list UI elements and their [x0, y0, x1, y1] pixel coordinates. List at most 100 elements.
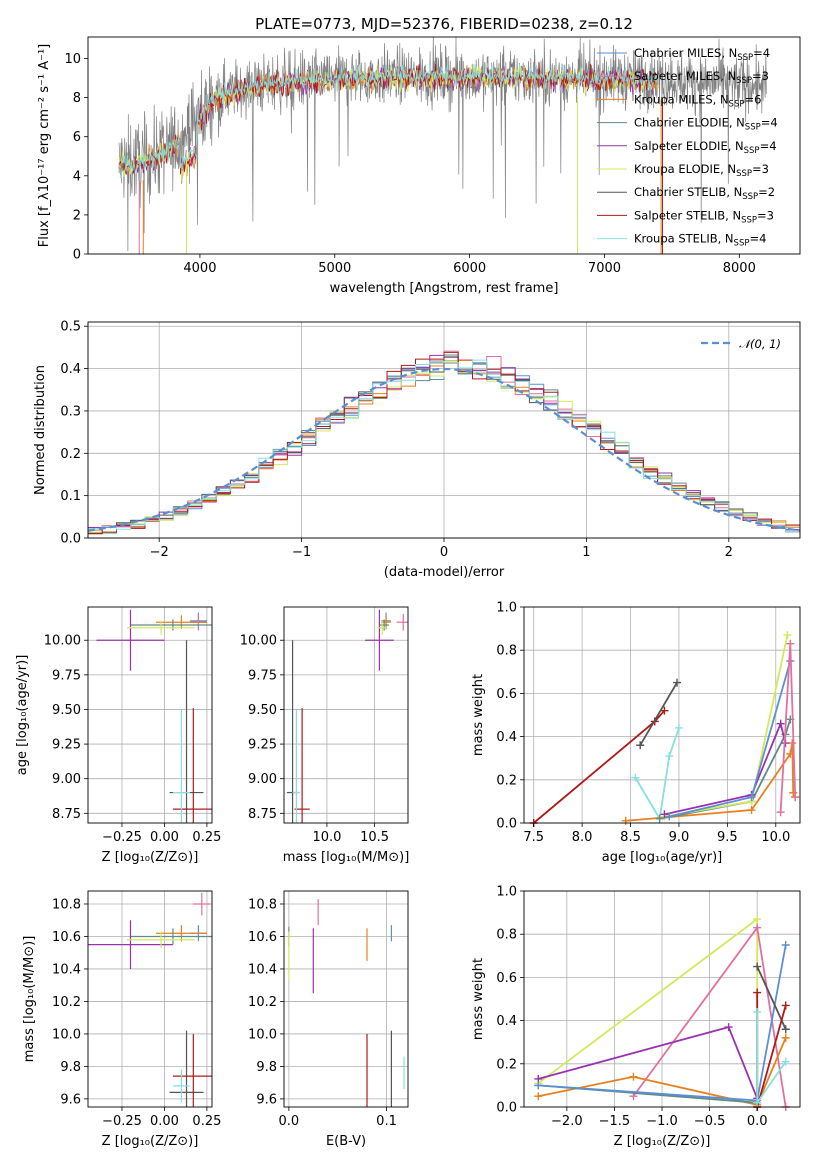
series-line	[538, 1037, 787, 1106]
spectrum-ytick-label: 0	[73, 248, 81, 263]
series-line	[634, 727, 680, 822]
age-vs-Z-xlabel: Z [log₁₀(Z/Z⊙)]	[102, 850, 199, 865]
mass-vs-ebv-ytick-label: 10.4	[248, 962, 277, 977]
spectrum-ytick-label: 2	[73, 208, 81, 223]
series-line	[756, 966, 787, 1030]
series-marker	[776, 808, 785, 817]
mass-vs-Z-ytick-label: 10.8	[52, 897, 81, 912]
mass-vs-ebv-ticks: 0.0 0.1 9.6 9.8 10.0 10.2 10.4 10.6 10.8	[248, 890, 409, 1129]
weight-vs-Z-ytick-label: 0.8	[496, 928, 517, 943]
age-vs-Z-ytick-label: 8.75	[52, 807, 81, 822]
legend-label: Chabrier STELIB, NSSP=2	[634, 185, 775, 202]
errorbar-kroupa-elodie	[377, 620, 388, 635]
series-marker	[631, 773, 640, 782]
series-marker	[783, 631, 792, 640]
weight-vs-Z-xlabel: Z [log₁₀(Z/Z⊙)]	[614, 1134, 711, 1149]
weight-vs-age-xtick-label: 9.5	[717, 830, 738, 845]
series-chabrier-stelib	[636, 678, 682, 750]
series-line	[639, 682, 678, 746]
residuals-ytick-label: 0.3	[60, 404, 81, 419]
spectrum-ylabel: Flux [f_λ10⁻¹⁷ erg cm⁻² s⁻¹ A⁻¹]	[37, 44, 52, 248]
mass-vs-ebv-ytick-label: 10.8	[248, 897, 277, 912]
age-vs-Z-ytick-label: 9.00	[52, 772, 81, 787]
series-marker	[791, 793, 800, 802]
weight-vs-Z-xtick-label: −1.0	[646, 1114, 678, 1129]
series-marker	[753, 1098, 762, 1107]
series-marker	[660, 810, 669, 819]
residuals-ytick-label: 0.4	[60, 362, 81, 377]
mass-vs-Z-xtick-label: 0.25	[192, 1114, 221, 1129]
series-marker	[673, 678, 682, 687]
age-vs-mass-ytick-label: 9.75	[248, 668, 277, 683]
weight-vs-age-ytick-label: 0.8	[496, 644, 517, 659]
mass-vs-Z-axes	[88, 891, 212, 1107]
series-line	[664, 720, 787, 816]
age-vs-mass-ytick-label: 9.50	[248, 703, 277, 718]
mass-vs-ebv-ytick-label: 10.0	[248, 1027, 277, 1042]
mass-vs-ebv-xtick-label: 0.0	[279, 1114, 300, 1129]
mass-vs-ebv-axes	[284, 891, 408, 1107]
series-marker	[753, 988, 762, 997]
age-vs-mass-xlabel: mass [log₁₀(M/M⊙)]	[283, 850, 410, 865]
series-marker	[753, 962, 762, 971]
weight-vs-Z-ytick-label: 0.0	[496, 1101, 517, 1116]
age-vs-Z-axes	[88, 607, 212, 823]
residuals-xtick-label: 2	[725, 545, 733, 560]
errorbar-kroupa-miles	[155, 925, 207, 942]
weight-vs-Z-ytick-label: 0.2	[496, 1057, 517, 1072]
spectrum-legend: Chabrier MILES, NSSP=4 Salpeter MILES, NS…	[597, 46, 778, 249]
series-marker	[665, 812, 674, 821]
age-vs-mass-frame	[283, 606, 409, 824]
weight-vs-age-xtick-label: 9.0	[669, 830, 690, 845]
series-marker	[665, 752, 674, 761]
errorbar-chabrier-elodie	[130, 619, 212, 631]
age-vs-Z-ytick-label: 10.00	[44, 634, 81, 649]
mass-vs-Z-ytick-label: 10.2	[52, 995, 81, 1010]
age-vs-mass-points	[286, 609, 408, 823]
series-marker	[781, 941, 790, 949]
residuals-ytick-label: 0.5	[60, 320, 81, 335]
age-vs-mass-ticks: 10.0 10.5 8.75 9.00 9.25 9.50 9.75 10.00	[240, 606, 409, 845]
age-vs-mass-ytick-label: 10.00	[240, 634, 277, 649]
spectrum-ytick-label: 4	[73, 169, 81, 184]
spectrum-xtick-label: 7000	[588, 261, 621, 276]
residuals-legend: 𝒩(0, 1)	[701, 337, 781, 351]
errorbar-chabrier-elodie	[130, 928, 212, 945]
residuals-xtick-label: −1	[292, 545, 311, 560]
errorbar-salpeter-elodie	[96, 609, 165, 671]
weight-vs-Z-series	[534, 915, 790, 1111]
series-marker	[753, 915, 762, 924]
legend-label: Kroupa MILES, NSSP=6	[634, 92, 761, 109]
weight-vs-Z-ytick-label: 0.4	[496, 1014, 517, 1029]
legend-label: Salpeter MILES, NSSP=3	[634, 69, 769, 86]
mass-vs-Z-ytick-label: 10.0	[52, 1027, 81, 1042]
age-vs-mass-xtick-label: 10.0	[312, 830, 341, 845]
errorbar-salpeter-stelib	[172, 1033, 212, 1107]
age-vs-Z-ytick-label: 9.25	[52, 738, 81, 753]
errorbar-chabrier-stelib	[169, 1030, 204, 1107]
mass-vs-ebv-xlabel: E(B-V)	[326, 1134, 366, 1149]
series-marker	[534, 1092, 543, 1101]
spectrum-data-line	[118, 37, 767, 252]
series-marker	[660, 706, 669, 715]
series-marker	[621, 816, 630, 825]
age-vs-Z-frame	[87, 606, 213, 824]
errorbar-kroupa-miles	[381, 615, 391, 630]
mass-vs-Z-xtick-label: 0.00	[150, 1114, 179, 1129]
spectrum-xtick-label: 4000	[183, 261, 216, 276]
legend-label: Kroupa ELODIE, NSSP=3	[634, 162, 769, 179]
spectrum-ticks: 4000 5000 6000 7000 8000 0 2 4 6 8 10	[64, 36, 801, 276]
errorbar-salpeter-stelib	[294, 708, 310, 823]
legend-label: Chabrier ELODIE, NSSP=4	[634, 116, 778, 133]
mass-vs-ebv-ytick-label: 10.2	[248, 995, 277, 1010]
age-vs-Z-ticks: −0.25 0.00 0.25 8.75 9.00 9.25 9.50 9.75 10.00	[44, 606, 221, 845]
series-marker	[776, 719, 785, 728]
weight-vs-age-ytick-label: 0.0	[496, 817, 517, 832]
weight-vs-Z-ytick-label: 0.6	[496, 971, 517, 986]
series-marker	[747, 806, 756, 815]
mass-vs-Z-ytick-label: 9.8	[60, 1060, 81, 1075]
series-chabrier-stelib	[753, 962, 790, 1034]
residuals-ytick-label: 0.1	[60, 489, 81, 504]
errorbar-chabrier-elodie	[379, 619, 389, 631]
